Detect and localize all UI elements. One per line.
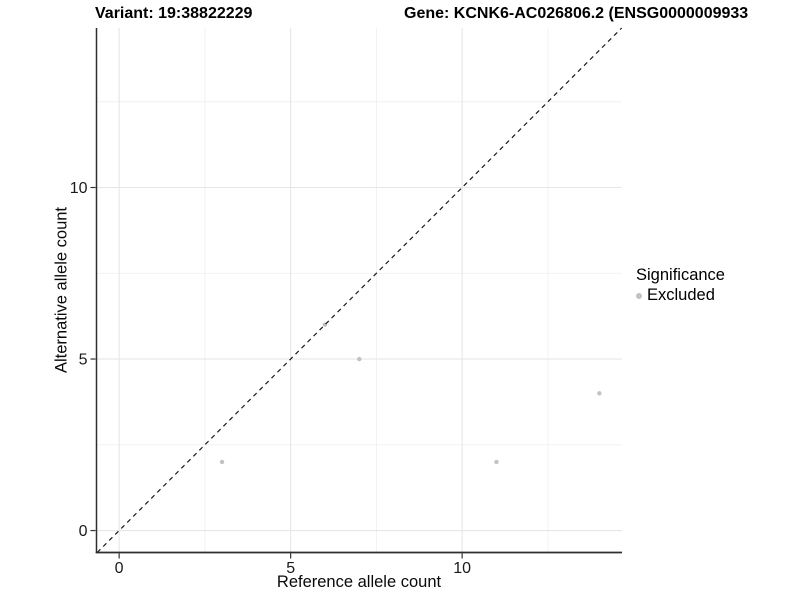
y-tick-label: 5 <box>79 352 88 369</box>
y-tick-label: 0 <box>79 523 88 540</box>
legend-title: Significance <box>636 266 725 284</box>
x-tick-label: 0 <box>115 560 124 577</box>
legend-item-excluded: Excluded <box>636 286 725 305</box>
data-point <box>494 459 499 465</box>
legend-item-label: Excluded <box>647 286 715 304</box>
y-tick-label: 10 <box>70 180 88 197</box>
x-tick-label: 5 <box>286 560 295 577</box>
excluded-marker-icon <box>636 292 642 299</box>
data-point <box>219 459 225 465</box>
legend: Significance Excluded <box>636 266 725 305</box>
x-axis-title: Reference allele count <box>276 573 442 591</box>
x-tick-label: 10 <box>453 560 471 577</box>
plot-title-variant: Variant: 19:38822229 <box>95 5 253 22</box>
plot-title-gene: Gene: KCNK6-AC026806.2 (ENSG0000009933 <box>404 5 749 22</box>
y-axis-title: Alternative allele count <box>52 206 71 374</box>
identity-reference-line <box>96 27 623 553</box>
data-point <box>597 391 602 396</box>
data-point <box>357 356 362 362</box>
